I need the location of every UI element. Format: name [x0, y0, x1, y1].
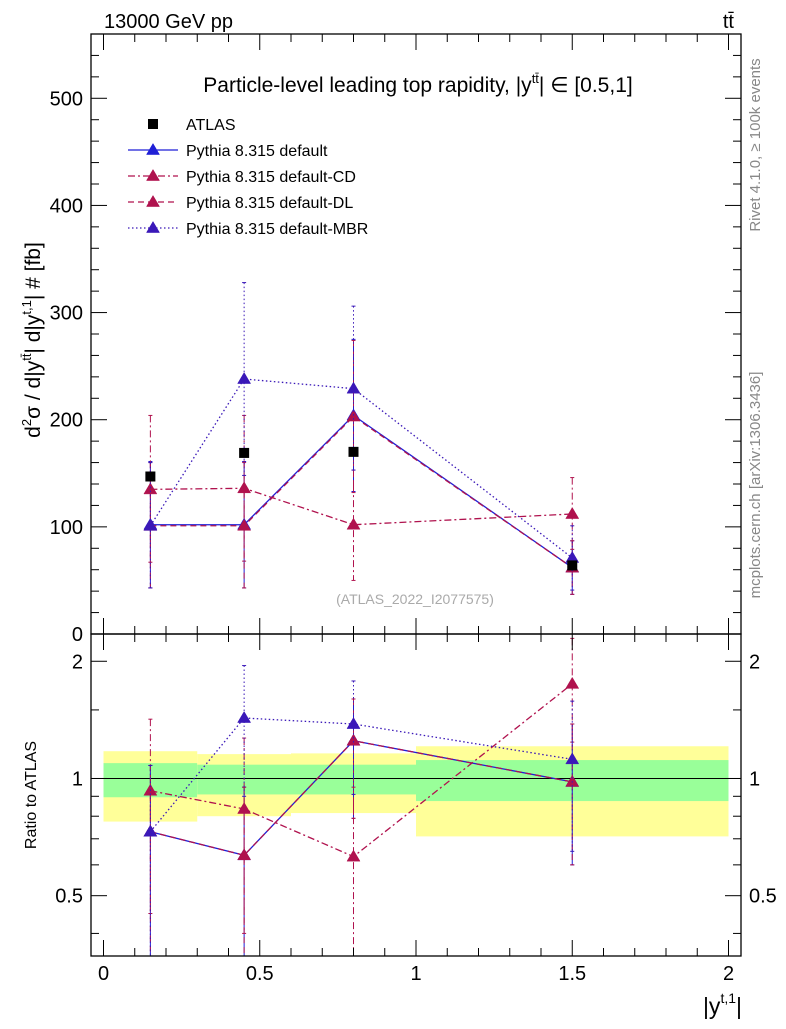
main-ytick-label-2: 200	[50, 410, 83, 432]
main-ytick-label-3: 300	[50, 303, 83, 325]
atlas-data-point-1	[239, 447, 250, 458]
main-series-point-1-3	[565, 507, 580, 519]
xtick-label-3: 1.5	[558, 963, 586, 985]
ratio-series-point-1-2	[346, 849, 361, 862]
main-series-point-3-1	[237, 372, 252, 384]
energy-label: 13000 GeV pp	[104, 11, 233, 33]
x-axis-label: |yt,1|	[703, 990, 742, 1019]
ratio-ytick-label-left-2: 2	[72, 651, 83, 673]
xtick-label-4: 2	[723, 963, 734, 985]
analysis-watermark: (ATLAS_2022_I2077575)	[336, 591, 494, 607]
ratio-series-point-3-3	[565, 752, 580, 765]
atlas-data-point-2	[348, 446, 359, 457]
ratio-series-line-1	[150, 683, 573, 858]
ratio-series-point-3-0	[143, 824, 158, 837]
process-label: tt̄	[723, 11, 735, 33]
legend-label-2: Pythia 8.315 default-DL	[186, 195, 353, 212]
ratio-ytick-label-left-0: 0.5	[55, 886, 83, 908]
main-series-point-2-1	[237, 518, 252, 531]
ratio-series-line-2	[150, 740, 573, 856]
main-series-line-3	[149, 378, 573, 559]
ratio-series-point-3-1	[237, 711, 252, 723]
rivet-version-label: Rivet 4.1.0, ≥ 100k events	[747, 58, 764, 231]
main-ytick-label-4: 400	[50, 195, 83, 217]
main-series-line-0	[150, 414, 573, 569]
atlas-data-point-3	[567, 560, 578, 571]
legend-marker-0	[146, 143, 160, 155]
legend-marker-atlas	[148, 119, 158, 129]
ratio-ytick-label-right-0: 0.5	[749, 886, 777, 908]
xtick-label-1: 0.5	[246, 963, 274, 985]
ratio-series-point-2-2	[346, 733, 361, 746]
xtick-label-0: 0	[98, 963, 109, 985]
main-series-line-1	[150, 487, 573, 526]
legend-marker-2	[146, 195, 160, 207]
atlas-data-point-0	[145, 471, 156, 482]
main-ytick-label-1: 100	[50, 517, 83, 539]
ratio-series-point-3-2	[346, 717, 361, 729]
legend-label-3: Pythia 8.315 default-MBR	[186, 221, 368, 238]
legend-label-0: Pythia 8.315 default	[186, 143, 328, 160]
mcplots-label: mcplots.cern.ch [arXiv:1306.3436]	[747, 372, 764, 599]
legend-label-1: Pythia 8.315 default-CD	[186, 169, 356, 186]
ratio-series-point-2-1	[237, 848, 252, 861]
ratio-ytick-label-left-1: 1	[72, 768, 83, 790]
main-series-point-3-0	[143, 518, 158, 531]
ratio-series-point-1-3	[565, 676, 580, 689]
ratio-y-axis-label: Ratio to ATLAS	[23, 741, 40, 849]
legend-label-atlas: ATLAS	[186, 117, 236, 134]
main-y-axis-label: d2σ / d|ytt̄| d|yt,1| # [fb]	[19, 242, 45, 438]
ratio-ytick-label-right-2: 2	[749, 651, 760, 673]
main-series-line-2	[150, 415, 573, 569]
plot-title: Particle-level leading top rapidity, |yt…	[203, 71, 632, 97]
ratio-ytick-label-right-1: 1	[749, 768, 760, 790]
main-series-point-3-2	[346, 381, 361, 394]
xtick-label-2: 1	[410, 963, 421, 985]
legend-marker-1	[146, 169, 160, 181]
main-ytick-label-5: 500	[50, 88, 83, 110]
main-ytick-label-0: 0	[72, 624, 83, 646]
main-series-point-1-2	[346, 517, 361, 530]
legend-marker-3	[146, 221, 160, 233]
